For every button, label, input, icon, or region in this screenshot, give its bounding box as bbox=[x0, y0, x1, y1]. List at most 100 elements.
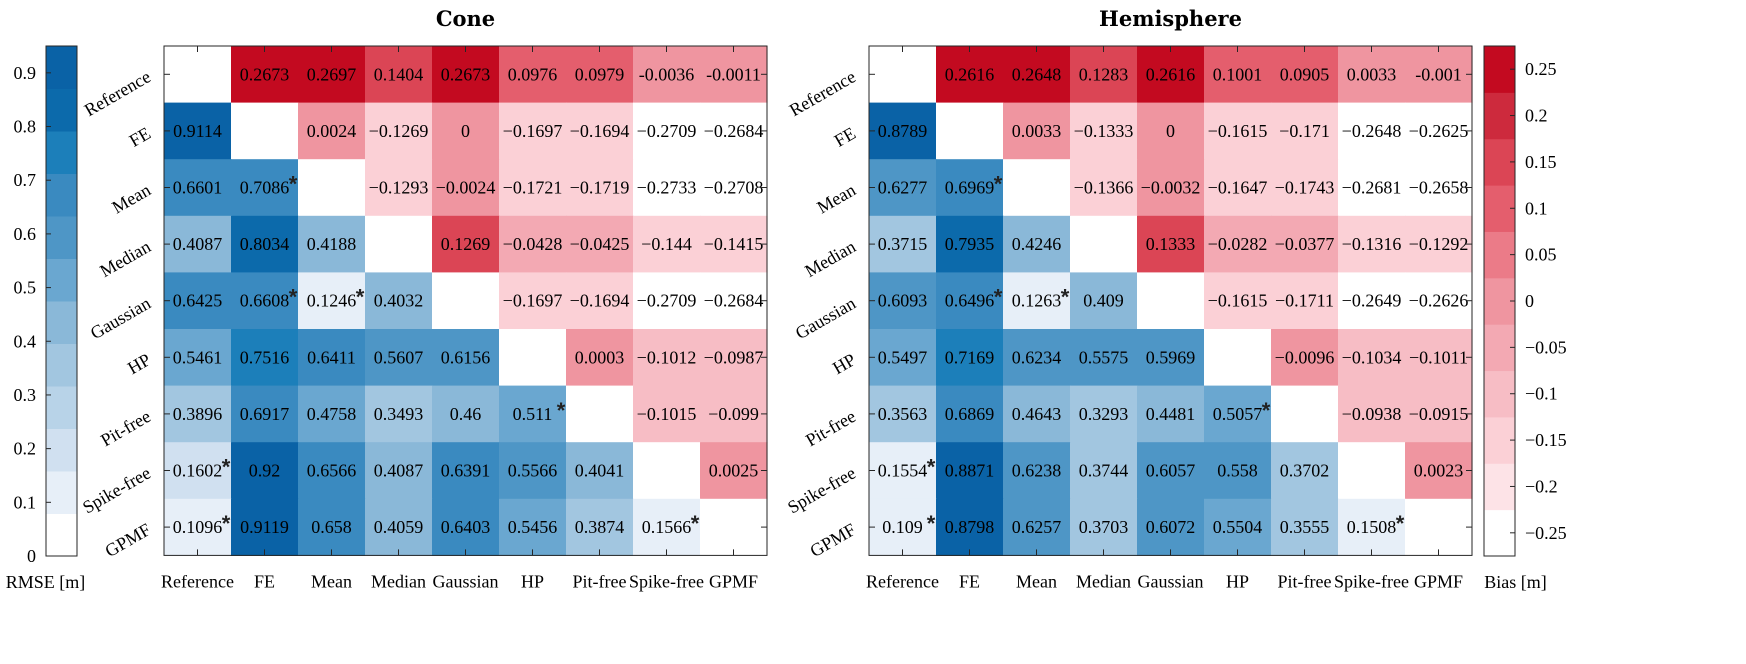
heatmap-cell bbox=[164, 442, 232, 500]
y-tick-label: Median bbox=[96, 236, 154, 281]
heatmap-cell bbox=[1338, 442, 1406, 500]
significance-star: * bbox=[222, 511, 231, 536]
heatmap-cell bbox=[432, 102, 500, 160]
heatmap-cell bbox=[869, 159, 937, 217]
cell-value: 0.3715 bbox=[878, 234, 928, 254]
heatmap-cell bbox=[298, 215, 366, 273]
heatmap-cell bbox=[869, 498, 937, 556]
cell-value: −0.1694 bbox=[570, 291, 630, 311]
cell-value: −0.2625 bbox=[1409, 121, 1469, 141]
colorbar-tick-label: 0.2 bbox=[1525, 106, 1548, 126]
heatmap-cell bbox=[231, 329, 299, 387]
chart-title: Cone bbox=[436, 6, 495, 31]
colorbar-segment bbox=[1484, 509, 1515, 557]
heatmap-cell bbox=[869, 102, 937, 160]
y-tick-label: Reference bbox=[786, 66, 859, 120]
cell-value: 0.5607 bbox=[374, 347, 424, 367]
heatmap-cell bbox=[1003, 498, 1071, 556]
y-tick-label: Pit-free bbox=[97, 406, 154, 450]
heatmap-cell bbox=[700, 272, 768, 330]
heatmap-cell bbox=[936, 498, 1004, 556]
cell-value: 0.1566 bbox=[642, 517, 692, 537]
cell-value: −0.2626 bbox=[1409, 291, 1469, 311]
heatmap-cell bbox=[1405, 159, 1473, 217]
heatmap-cell bbox=[1070, 159, 1138, 217]
cell-value: −0.2658 bbox=[1409, 178, 1469, 198]
heatmap-cell bbox=[700, 498, 768, 556]
heatmap-cell bbox=[1204, 159, 1272, 217]
cell-value: 0.5497 bbox=[878, 347, 928, 367]
cell-value: −0.0915 bbox=[1409, 404, 1469, 424]
bias-colorbar: 0.25 0.2 0.15 0.1 0.05 0 −0.05 −0.1 −0.15 −0.2 −0.… bbox=[1483, 45, 1567, 592]
heatmap-cell bbox=[566, 159, 634, 217]
heatmap-cell bbox=[1137, 498, 1205, 556]
heatmap-cell bbox=[164, 159, 232, 217]
cell-value: −0.1015 bbox=[637, 404, 697, 424]
cell-value: 0.4087 bbox=[374, 461, 424, 481]
heatmap-cell bbox=[633, 272, 701, 330]
heatmap-cell bbox=[432, 329, 500, 387]
heatmap-cell bbox=[869, 329, 937, 387]
cell-value: 0.4758 bbox=[307, 404, 357, 424]
cell-value: -0.001 bbox=[1415, 64, 1462, 84]
cell-value: 0.4481 bbox=[1146, 404, 1196, 424]
heatmap-cell bbox=[231, 102, 299, 160]
heatmap-cell bbox=[432, 442, 500, 500]
cell-value: −0.2708 bbox=[704, 178, 764, 198]
cell-value: −0.144 bbox=[641, 234, 692, 254]
colorbar-tick-label: 0.25 bbox=[1525, 59, 1557, 79]
heatmap-cell bbox=[1204, 215, 1272, 273]
heatmap-cell bbox=[869, 46, 937, 104]
cell-value: 0.4246 bbox=[1012, 234, 1062, 254]
heatmap-cell bbox=[1003, 46, 1071, 104]
cell-value: 0.2673 bbox=[240, 64, 290, 84]
cell-value: 0.6391 bbox=[441, 461, 491, 481]
cell-value: 0.2616 bbox=[1146, 64, 1196, 84]
heatmap-cell bbox=[499, 329, 567, 387]
cell-value: −0.1034 bbox=[1342, 347, 1402, 367]
heatmap-cell bbox=[1204, 272, 1272, 330]
heatmap-cell bbox=[633, 385, 701, 443]
cell-value: −0.1293 bbox=[369, 178, 429, 198]
heatmap-cell bbox=[365, 46, 433, 104]
heatmap-cell bbox=[700, 46, 768, 104]
cell-value: 0.5504 bbox=[1213, 517, 1263, 537]
cell-value: 0.6234 bbox=[1012, 347, 1062, 367]
heatmap-cell bbox=[1405, 442, 1473, 500]
significance-star: * bbox=[927, 455, 936, 480]
cell-value: 0.4087 bbox=[173, 234, 223, 254]
heatmap-cell bbox=[298, 102, 366, 160]
cell-value: 0.3896 bbox=[173, 404, 223, 424]
cell-value: 0.0003 bbox=[575, 347, 625, 367]
colorbar-tick-label: 0.2 bbox=[14, 439, 37, 459]
cell-value: 0.4041 bbox=[575, 461, 625, 481]
heatmap-cell bbox=[1003, 385, 1071, 443]
cell-value: 0.6238 bbox=[1012, 461, 1062, 481]
heatmap-cell bbox=[936, 329, 1004, 387]
cell-value: −0.1316 bbox=[1342, 234, 1402, 254]
y-tick-label: FE bbox=[831, 123, 859, 151]
cell-value: 0.8034 bbox=[240, 234, 290, 254]
heatmap-cell bbox=[1271, 498, 1339, 556]
x-tick-label: Pit-free bbox=[1278, 571, 1332, 591]
cell-value: −0.0377 bbox=[1275, 234, 1335, 254]
heatmap-cell bbox=[1070, 442, 1138, 500]
cell-value: 0.46 bbox=[450, 404, 482, 424]
heatmap-cell bbox=[164, 102, 232, 160]
cell-value: −0.2684 bbox=[704, 121, 764, 141]
heatmap-cell bbox=[231, 215, 299, 273]
cell-value: 0.7935 bbox=[945, 234, 995, 254]
heatmap-cell bbox=[432, 215, 500, 273]
y-tick-label: HP bbox=[124, 349, 154, 378]
heatmap-cell bbox=[1003, 329, 1071, 387]
cell-value: 0.4032 bbox=[374, 291, 424, 311]
cell-value: 0.6869 bbox=[945, 404, 995, 424]
cell-value: 0.511 bbox=[513, 404, 553, 424]
significance-star: * bbox=[691, 511, 700, 536]
cell-value: 0.4643 bbox=[1012, 404, 1062, 424]
heatmap-cell bbox=[298, 385, 366, 443]
cell-value: 0.9119 bbox=[240, 517, 289, 537]
cell-value: −0.1711 bbox=[1275, 291, 1334, 311]
heatmap-cell bbox=[1405, 498, 1473, 556]
heatmap-cell bbox=[1271, 159, 1339, 217]
